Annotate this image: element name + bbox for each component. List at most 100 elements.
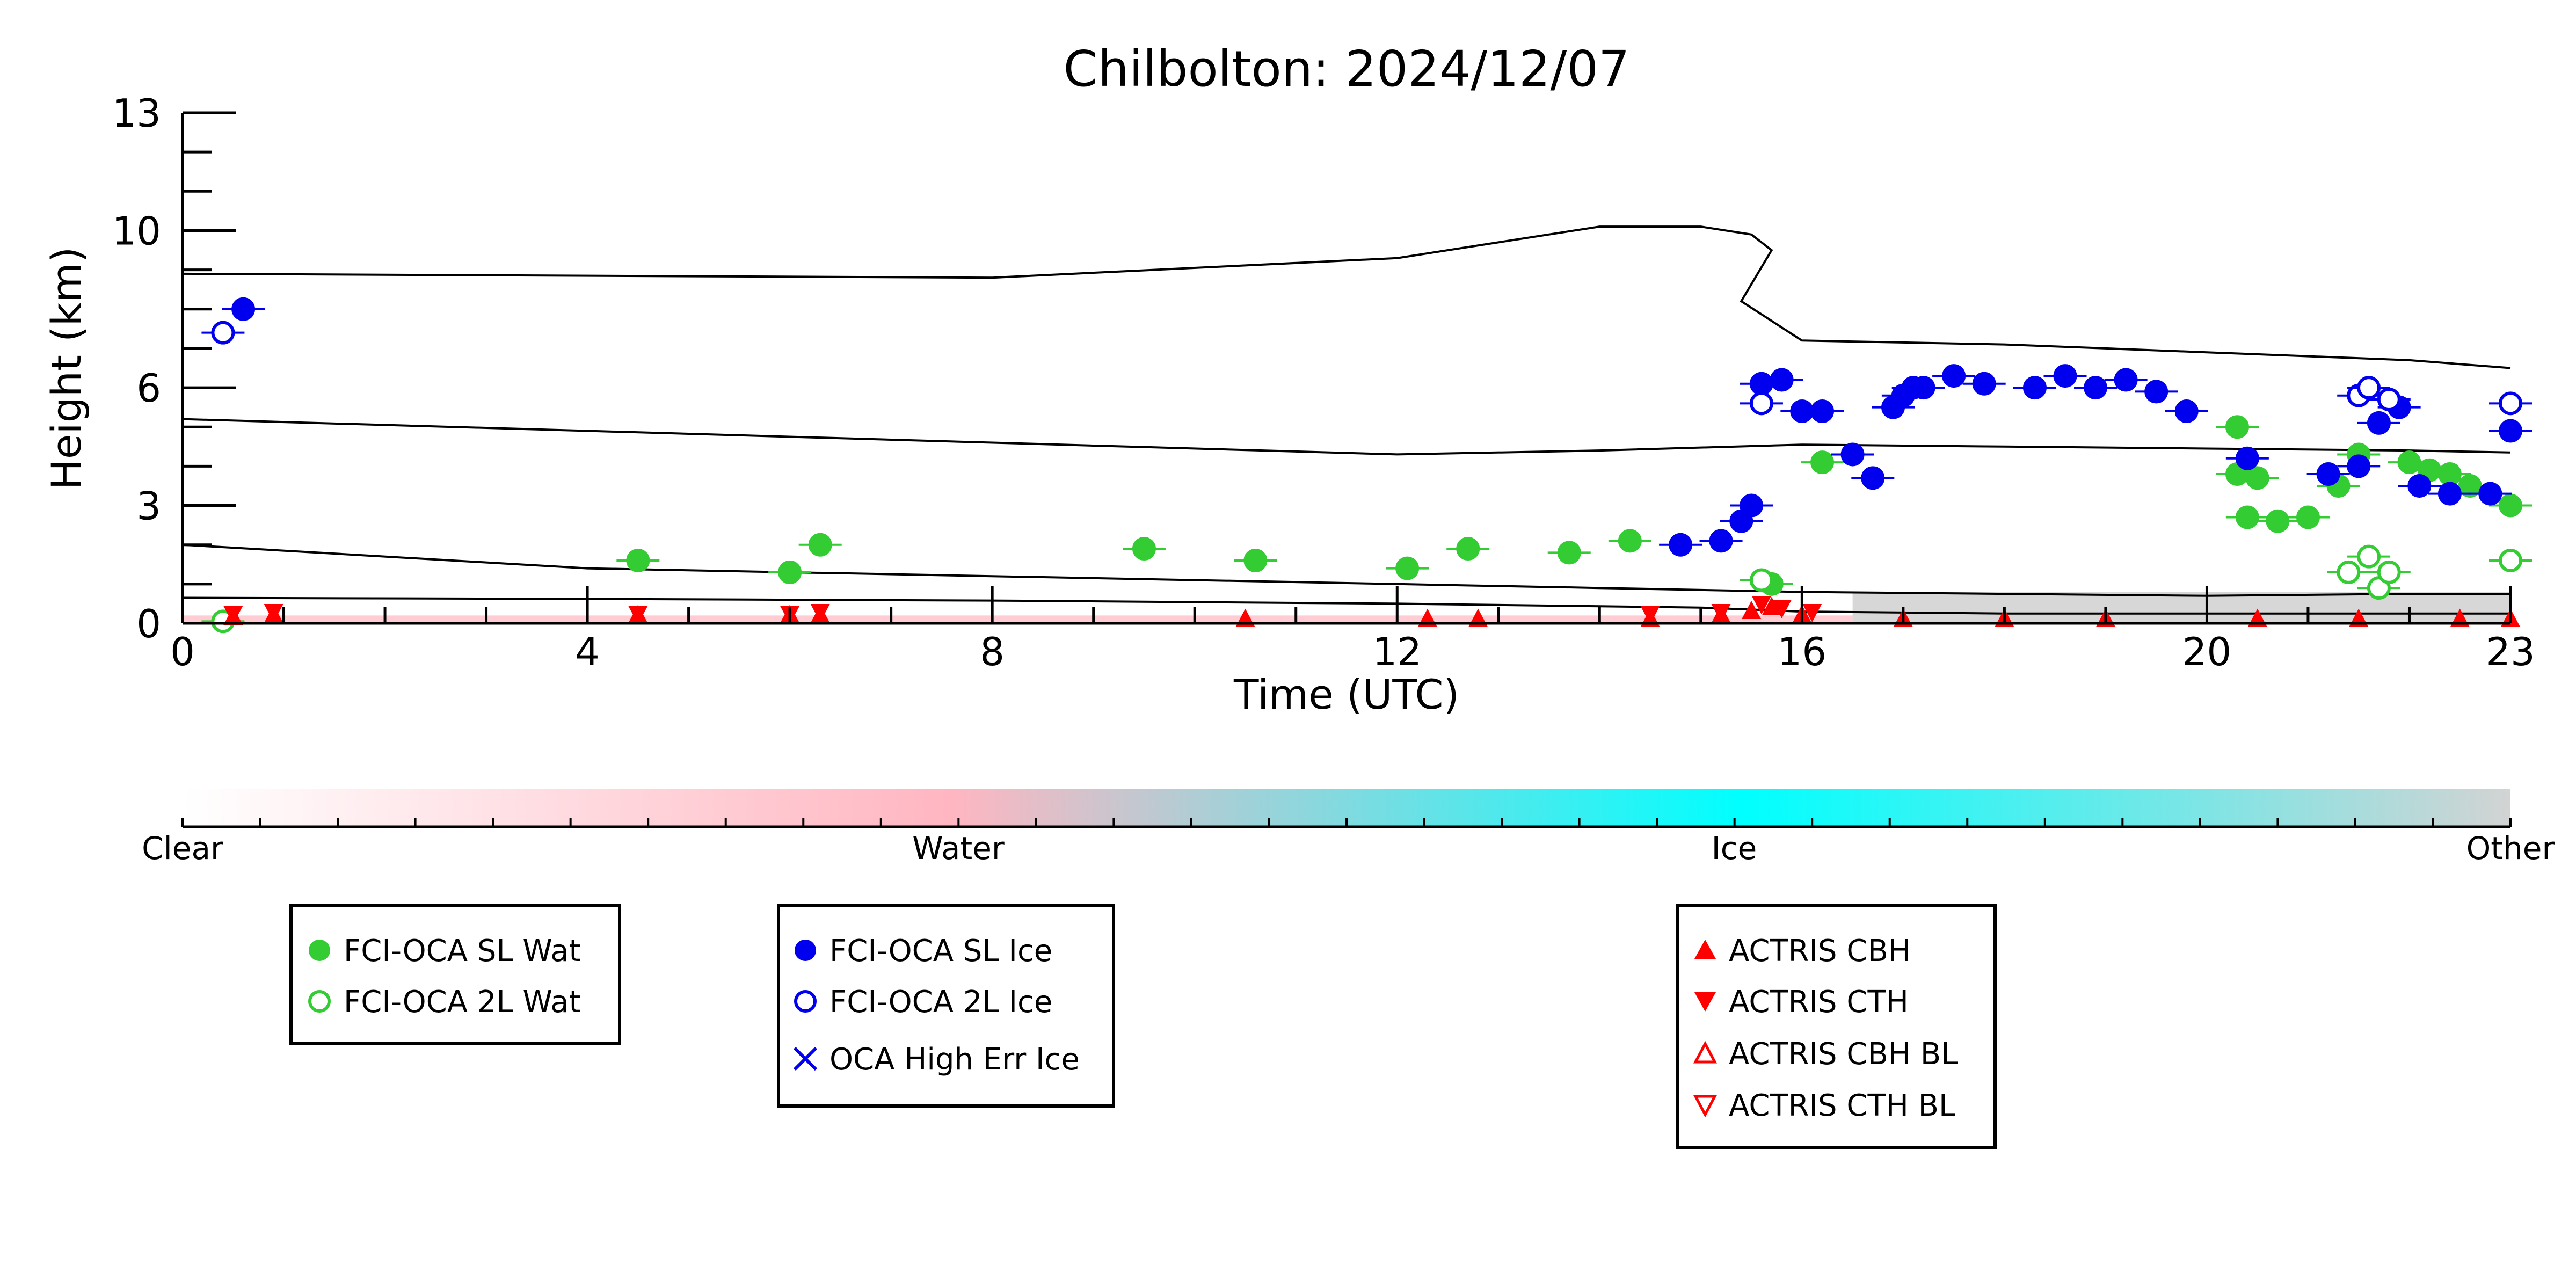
legend-ice: FCI-OCA SL Ice FCI-OCA 2L Ice OCA High E…	[777, 904, 1115, 1108]
point-marker	[1942, 364, 1966, 388]
point-marker	[231, 297, 256, 321]
point-marker	[626, 548, 650, 572]
cbh-marker	[1762, 596, 1781, 615]
point-marker	[2499, 493, 2522, 518]
y-tick-label: 13	[112, 91, 161, 136]
colorbar-label-water: Water	[912, 830, 1005, 867]
legend-box	[777, 904, 1115, 1108]
point-marker	[2114, 368, 2138, 392]
point-marker	[2458, 474, 2482, 498]
legend-label: ACTRIS CBH	[1729, 934, 1911, 969]
point-marker	[2357, 544, 2381, 569]
cth-marker	[264, 604, 283, 623]
legend-label: ACTRIS CBH BL	[1729, 1037, 1958, 1072]
colorbar-ticks	[181, 818, 2512, 827]
x-tick-label: 8	[980, 629, 1005, 674]
cbh-marker	[1742, 601, 1762, 620]
y-axis-label: Height (km)	[42, 247, 90, 490]
point-marker	[1749, 391, 1773, 416]
model-line	[182, 543, 2510, 597]
point-marker	[2316, 462, 2340, 486]
legend-label: FCI-OCA 2L Wat	[344, 985, 581, 1020]
chart-title: Chilbolton: 2024/12/07	[1063, 40, 1629, 98]
point-marker	[2499, 391, 2522, 416]
cth-marker	[1640, 606, 1660, 624]
model-lines	[182, 225, 2511, 615]
point-marker	[778, 560, 802, 584]
point-marker	[2266, 509, 2290, 533]
point-marker	[1395, 556, 1420, 580]
point-marker	[2174, 399, 2199, 423]
point-marker	[2357, 376, 2381, 400]
point-marker	[1456, 537, 1480, 561]
x-tick-label: 23	[2486, 629, 2535, 674]
point-marker	[1709, 529, 1733, 553]
x-tick-label: 16	[1778, 629, 1827, 674]
legend-actris: ACTRIS CBH ACTRIS CTH ACTRIS CBH BL ACTR…	[1676, 904, 1997, 1149]
cth-marker	[1772, 600, 1792, 618]
x-tick-label: 12	[1372, 629, 1422, 674]
point-marker	[1749, 568, 1773, 592]
cth-marker	[810, 604, 830, 623]
x-tick-label: 0	[170, 629, 195, 674]
point-marker	[2377, 388, 2401, 412]
point-marker	[2022, 376, 2047, 400]
cth-marker	[628, 606, 648, 624]
point-marker	[1243, 548, 1268, 572]
band-other	[1852, 592, 2510, 623]
y-tick-label: 10	[112, 208, 161, 253]
point-marker	[1740, 493, 1764, 518]
legend-label: FCI-OCA SL Ice	[829, 934, 1052, 969]
legend-marker-filled-circle	[795, 940, 816, 961]
x-tick-label: 20	[2182, 629, 2232, 674]
point-marker	[2235, 505, 2259, 529]
model-line	[182, 225, 2511, 369]
point-marker	[2397, 450, 2421, 475]
point-marker	[2245, 466, 2269, 490]
point-marker	[1861, 466, 1885, 490]
cth-marker	[223, 606, 243, 624]
legend-label: OCA High Err Ice	[829, 1042, 1080, 1077]
legend-marker-open-triangle-down	[1693, 1095, 1718, 1118]
legend-marker-open-circle	[794, 990, 817, 1013]
point-marker	[2347, 454, 2371, 478]
point-marker	[2084, 376, 2108, 400]
x-ticks: 0 4 8 12 16 20 23	[170, 586, 2535, 674]
point-marker	[1618, 529, 1642, 553]
legend-label: ACTRIS CTH	[1729, 985, 1909, 1020]
y-tick-label: 6	[136, 366, 161, 411]
point-marker	[2407, 474, 2432, 498]
point-marker	[808, 533, 832, 557]
legend-label: ACTRIS CTH BL	[1729, 1088, 1955, 1123]
cloud-type-bands	[183, 592, 2510, 623]
axes	[181, 113, 2510, 625]
colorbar-label-ice: Ice	[1712, 830, 1757, 867]
colorbar-label-clear: Clear	[142, 830, 223, 867]
legend-marker-open-triangle-up	[1693, 1040, 1718, 1064]
legend-marker-x	[793, 1046, 818, 1071]
legend-marker-triangle-down	[1694, 992, 1716, 1012]
point-marker	[2235, 446, 2259, 470]
point-marker	[2144, 380, 2169, 404]
point-marker	[1911, 376, 1935, 400]
legend-box	[289, 904, 621, 1045]
band-water	[183, 615, 1853, 623]
point-marker	[2053, 364, 2077, 388]
colorbar-label-other: Other	[2466, 830, 2555, 867]
point-marker	[2337, 560, 2361, 584]
legend-marker-triangle-up	[1694, 940, 1716, 959]
legend-marker-filled-circle	[309, 940, 330, 961]
point-marker	[2367, 411, 2391, 435]
point-marker	[211, 321, 235, 345]
point-marker	[2478, 482, 2502, 506]
point-marker	[2377, 560, 2401, 584]
y-tick-label: 0	[136, 601, 161, 646]
legend-label: FCI-OCA 2L Ice	[829, 985, 1052, 1020]
point-marker	[2296, 505, 2320, 529]
point-marker	[1749, 372, 1773, 396]
legend-water: FCI-OCA SL Wat FCI-OCA 2L Wat	[289, 904, 621, 1045]
point-marker	[1669, 533, 1693, 557]
legend-marker-open-circle	[308, 990, 331, 1013]
point-marker	[1810, 399, 1835, 423]
legend-box	[1676, 904, 1997, 1149]
